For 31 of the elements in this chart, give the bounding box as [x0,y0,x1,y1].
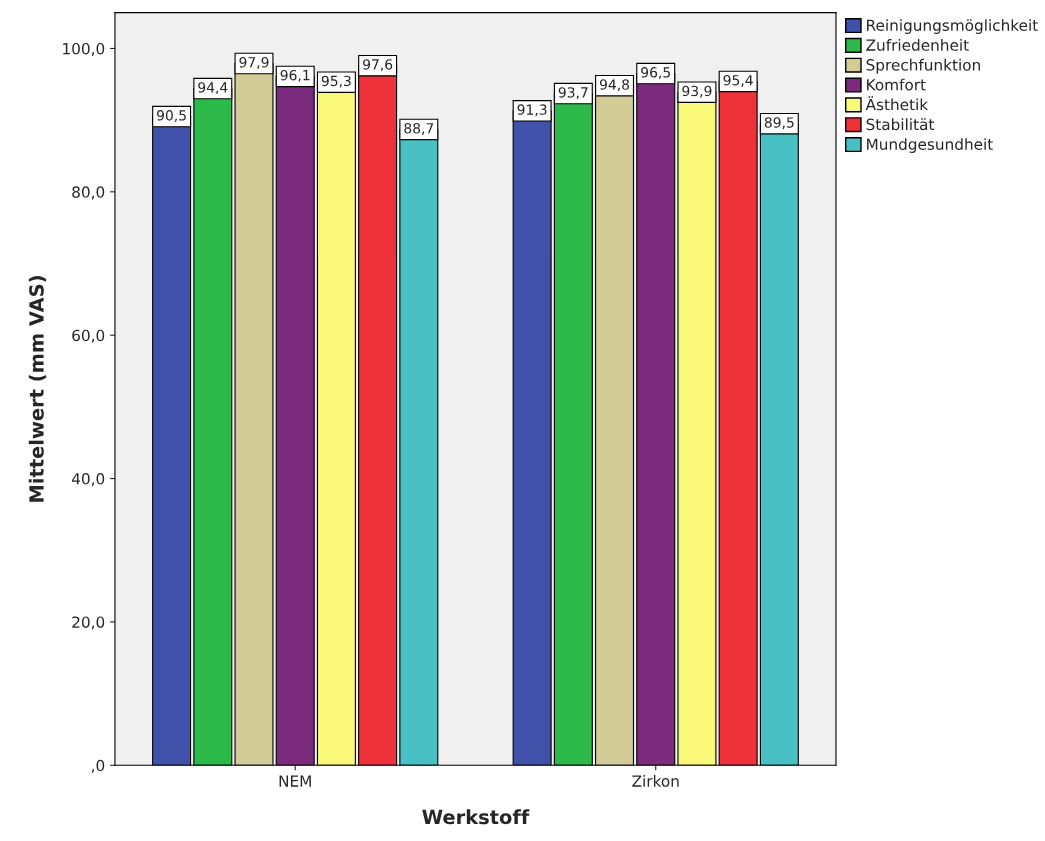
data-label: 97,6 [363,59,393,72]
x-axis-title: Werkstoff [422,809,530,825]
legend-label: Zufriedenheit [866,39,969,51]
legend-label: Stabilität [866,118,935,131]
data-label: 96,1 [280,69,310,82]
y-tick-label: ,0 [91,759,105,773]
legend-label: Ästhetik [865,96,929,111]
y-tick-label: 80,0 [72,186,105,200]
data-label: 95,3 [321,75,351,88]
data-label: 88,7 [404,122,434,135]
y-tick-label: 100,0 [63,42,105,57]
y-axis-title: Mittelwert (mm VAS) [28,276,47,502]
data-label: 94,4 [198,82,228,95]
x-tick-label: Zirkon [632,775,679,787]
data-label: 95,4 [723,74,753,87]
data-label: 94,8 [599,79,630,92]
legend-label: Komfort [867,78,926,91]
data-label: 90,5 [157,110,186,123]
legend-label: Reinigungsmöglichkeit [867,19,1038,34]
data-label: 96,5 [641,67,670,79]
data-label: 93,9 [682,85,712,98]
y-tick-label: 40,0 [71,473,105,487]
y-tick-label: 20,0 [72,616,105,630]
data-label: 97,9 [239,57,269,69]
y-tick-label: 60,0 [72,329,105,343]
legend-label: Sprechfunktion [866,58,980,74]
data-label: 93,7 [558,87,588,100]
x-tick-label: NEM [279,775,311,787]
data-label: 89,5 [764,117,794,130]
legend-label: Mundgesundheit [867,138,993,153]
data-label: 91,3 [517,104,547,117]
